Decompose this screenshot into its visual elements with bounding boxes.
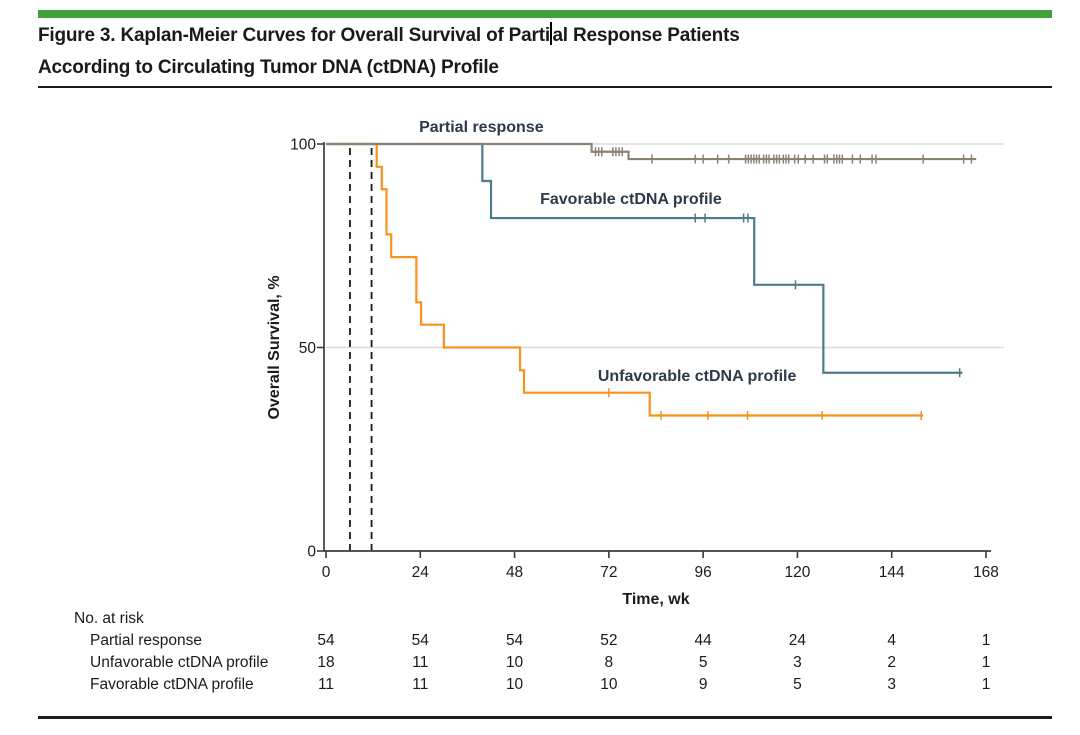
at-risk-header: No. at risk [74,610,144,627]
at-risk-value: 3 [793,654,802,671]
at-risk-value: 18 [317,654,335,671]
at-risk-value: 11 [317,676,335,693]
at-risk-row-label: Partial response [90,632,203,649]
at-risk-value: 5 [698,654,708,671]
at-risk-row-favorable-ctdna-profile: Favorable ctDNA profile 11 11 10 10 9 5 3 1 [0,676,1080,696]
at-risk-value: 3 [887,676,897,693]
at-risk-row-label: Unfavorable ctDNA profile [90,654,269,671]
at-risk-value: 9 [698,676,708,693]
at-risk-value: 10 [600,676,618,693]
figure-title-line1-before-cursor: Figure 3. Kaplan-Meier Curves for Overal… [38,25,550,46]
at-risk-row-label: Favorable ctDNA profile [90,676,254,693]
at-risk-value: 10 [505,676,524,693]
at-risk-value: 1 [981,676,991,693]
at-risk-value: 54 [411,632,429,649]
at-risk-value: 54 [317,632,335,649]
at-risk-value: 5 [793,676,802,693]
at-risk-value: 52 [600,632,618,649]
at-risk-row-partial-response: Partial response 54 54 54 52 44 24 4 1 [0,632,1080,652]
at-risk-value: 8 [604,654,614,671]
at-risk-row-unfavorable-ctdna-profile: Unfavorable ctDNA profile 18 11 10 8 5 3 2 1 [0,654,1080,674]
figure-title-line1: Figure 3. Kaplan-Meier Curves for Overal… [38,22,740,46]
at-risk-value: 1 [981,632,991,649]
at-risk-value: 44 [694,632,712,649]
at-risk-value: 1 [981,654,991,671]
title-divider-rule [38,86,1052,88]
at-risk-value: 54 [505,632,524,649]
text-cursor [550,22,552,45]
at-risk-value: 11 [412,676,429,693]
figure-title-line1-after-cursor: al Response Patients [552,25,740,46]
journal-accent-bar [38,10,1052,18]
figure-title: Figure 3. Kaplan-Meier Curves for Overal… [38,20,1018,84]
figure-bottom-rule [38,716,1052,719]
figure-title-line2: According to Circulating Tumor DNA (ctDN… [38,57,499,78]
at-risk-value: 24 [788,632,807,649]
at-risk-value: 11 [412,654,429,671]
at-risk-value: 4 [887,632,897,649]
at-risk-value: 2 [887,654,897,671]
at-risk-value: 10 [505,654,524,671]
